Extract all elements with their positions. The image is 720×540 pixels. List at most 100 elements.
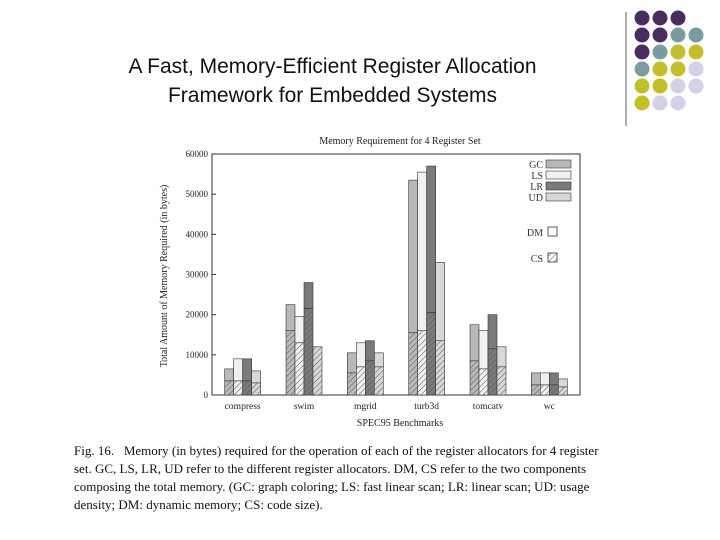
bar-dm-ls <box>478 330 489 370</box>
bar-dm-gc <box>408 179 418 334</box>
slide-title-line-2: Framework for Embedded Systems <box>167 84 498 107</box>
bar-dm-ud <box>435 262 445 342</box>
legend-label-ls: LS <box>531 171 543 182</box>
decorative-dot-grid <box>625 10 704 126</box>
bar-dm-ls <box>417 171 427 332</box>
legend-swatch-dm <box>547 226 558 237</box>
x-tick-label: compress <box>225 402 261 412</box>
bar-cs-hatch-ud <box>374 366 384 395</box>
y-tick-label: 60000 <box>186 149 209 159</box>
deco-dot <box>634 78 650 94</box>
bar-cs-hatch-gc <box>286 330 295 395</box>
bar-cs-hatch-ls <box>356 366 366 395</box>
bar-dm-ls <box>294 316 305 344</box>
bar-cs-hatch-lr <box>304 308 313 395</box>
legend-swatch-lr <box>545 181 572 191</box>
legend-swatch-ud <box>545 192 572 202</box>
bar-cs-hatch-ls <box>479 368 488 395</box>
bar-cs-hatch-ud <box>313 346 322 395</box>
legend-label-dm: DM <box>527 228 543 239</box>
deco-dot <box>688 78 704 94</box>
deco-dot <box>670 44 686 60</box>
bar-cs-hatch-gc <box>470 360 479 395</box>
deco-dot <box>652 27 668 43</box>
deco-dot <box>634 61 650 77</box>
bar-dm-ud <box>496 346 507 368</box>
deco-dot <box>688 27 704 43</box>
bar-cs-hatch-ls <box>233 380 243 395</box>
x-tick-label: tomcatv <box>473 402 504 412</box>
bar-cs-hatch-ud <box>251 382 261 395</box>
bar-cs-hatch-ud <box>497 366 506 395</box>
bar-dm-gc <box>224 368 234 382</box>
deco-dot <box>652 78 668 94</box>
bar-cs-hatch-gc <box>224 380 234 395</box>
bar-dm-lr <box>365 340 375 362</box>
deco-dot <box>652 10 668 26</box>
bar-dm-lr <box>426 165 436 313</box>
bar-dm-gc <box>347 352 357 374</box>
legend-swatch-hatch <box>548 253 557 262</box>
y-tick-label: 50000 <box>186 189 209 199</box>
deco-dot <box>670 27 686 43</box>
bar-cs-hatch-lr <box>549 384 559 395</box>
bar-dm-ud <box>251 370 261 384</box>
caption-line-4: density; DM: dynamic memory; CS: code si… <box>74 497 323 512</box>
bar-cs-hatch-gc <box>531 384 541 395</box>
legend-swatch-ls <box>545 170 572 180</box>
bar-dm-ud <box>558 378 568 388</box>
slide-title-line-1: A Fast, Memory-Efficient Register Alloca… <box>128 55 537 78</box>
deco-dot <box>652 61 668 77</box>
chart-title: Memory Requirement for 4 Register Set <box>319 136 481 147</box>
bar-dm-gc <box>531 372 541 386</box>
deco-dot <box>670 95 686 111</box>
plot-frame <box>211 153 581 396</box>
deco-dot <box>670 10 686 26</box>
memory-bar-chart: Memory Requirement for 4 Register Set To… <box>159 136 581 428</box>
bar-dm-ls <box>540 372 550 386</box>
x-axis-label: SPEC95 Benchmarks <box>357 418 443 428</box>
bar-cs-hatch-lr <box>242 380 252 395</box>
bar-cs-hatch-ls <box>295 342 304 395</box>
figure-caption: Fig. 16. Memory (in bytes) required for … <box>74 442 684 514</box>
deco-dot <box>634 95 650 111</box>
caption-line-1: Memory (in bytes) required for the opera… <box>123 443 599 458</box>
legend-swatch-gc <box>545 159 572 169</box>
bar-cs-hatch-ls <box>417 330 427 395</box>
caption-line-3: composing the total memory. (GC: graph c… <box>74 479 590 494</box>
bar-cs-hatch-gc <box>347 372 357 395</box>
y-tick-label: 0 <box>204 390 209 400</box>
y-axis-label: Total Amount of Memory Required (in byte… <box>159 185 170 368</box>
bar-cs-hatch-ud <box>435 340 445 395</box>
bar-dm-gc <box>285 304 296 332</box>
bar-cs-hatch-lr <box>426 312 436 395</box>
legend-label-cs: CS <box>531 254 543 265</box>
deco-dot <box>634 27 650 43</box>
deco-dot <box>652 44 668 60</box>
x-tick-label: wc <box>544 402 555 412</box>
caption-line-2: set. GC, LS, LR, UD refer to the differe… <box>74 461 587 476</box>
bar-dm-lr <box>303 282 314 309</box>
bar-dm-lr <box>549 372 559 386</box>
slide-title: A Fast, Memory-Efficient Register Alloca… <box>40 52 625 110</box>
bar-cs-hatch-gc <box>408 332 418 395</box>
y-tick-label: 40000 <box>186 229 209 239</box>
bar-dm-ls <box>233 358 243 382</box>
deco-dot <box>688 61 704 77</box>
deco-dot <box>688 44 704 60</box>
legend-label-lr: LR <box>530 182 543 193</box>
y-tick-label: 20000 <box>186 310 209 320</box>
bar-cs-hatch-lr <box>365 360 375 395</box>
bar-cs-hatch-ud <box>558 386 568 395</box>
deco-dot <box>634 44 650 60</box>
deco-dot <box>652 95 668 111</box>
deco-dot <box>670 61 686 77</box>
bar-dm-gc <box>469 324 480 362</box>
bar-dm-lr <box>242 358 252 382</box>
bar-cs-hatch-lr <box>488 348 497 395</box>
x-tick-label: turb3d <box>414 402 439 412</box>
y-tick-label: 30000 <box>186 270 209 280</box>
x-tick-label: swim <box>294 402 315 412</box>
deco-dot <box>670 78 686 94</box>
legend-label-gc: GC <box>529 160 543 171</box>
